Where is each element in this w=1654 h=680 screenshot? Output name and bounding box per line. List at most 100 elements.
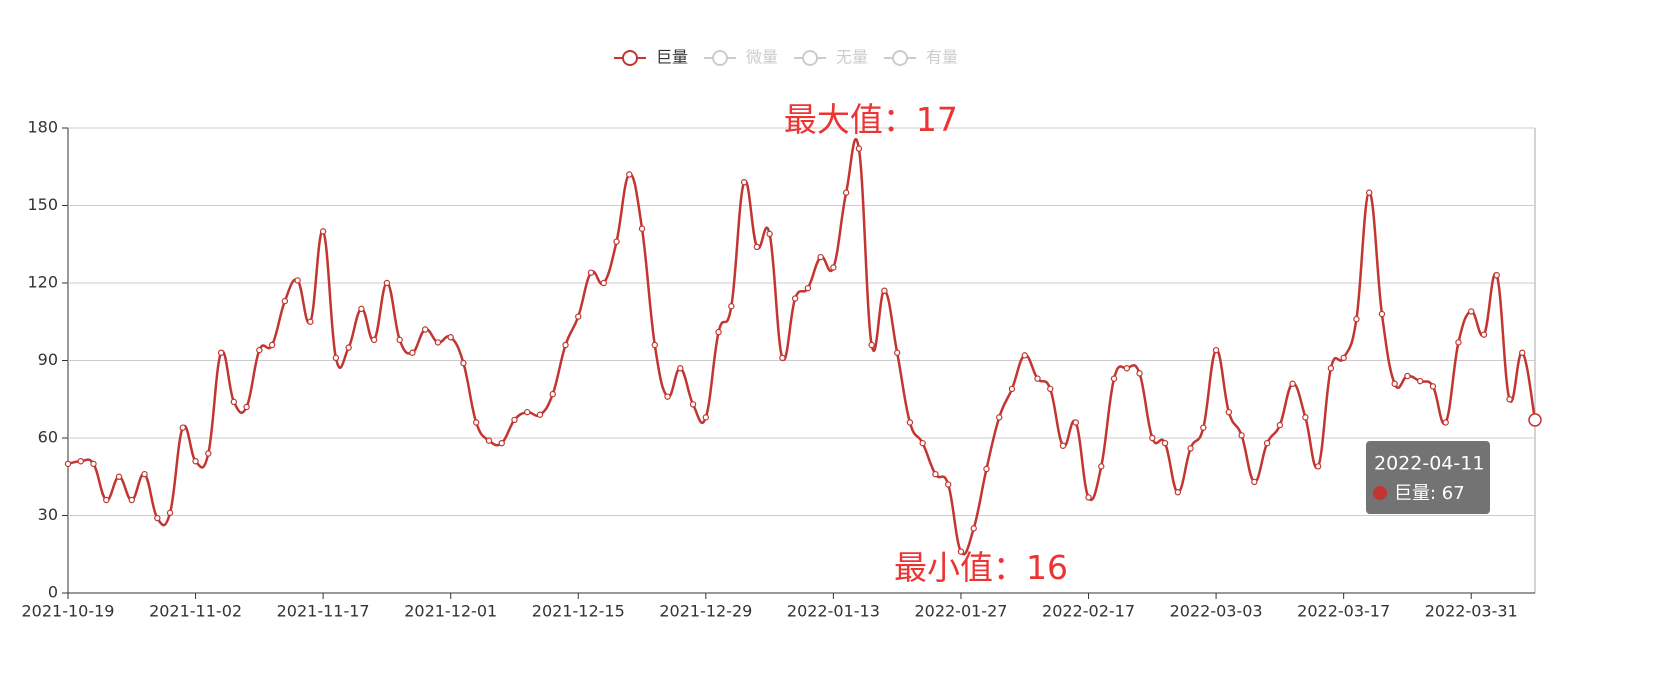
data-point <box>1404 372 1411 380</box>
data-point <box>740 179 748 186</box>
data-point <box>370 336 378 344</box>
x-tick-label: 2022-02-17 <box>1042 602 1135 621</box>
data-point <box>651 341 659 349</box>
legend-item[interactable]: 巨量 <box>614 48 688 67</box>
data-point <box>1021 352 1028 359</box>
data-point <box>677 365 684 372</box>
tooltip-series: 巨量 <box>1394 483 1430 504</box>
data-point <box>613 238 620 245</box>
data-point <box>779 354 786 362</box>
x-tick-label: 2022-01-13 <box>787 602 880 621</box>
data-point <box>1123 365 1130 372</box>
data-point <box>1008 385 1016 393</box>
data-point <box>575 313 582 320</box>
data-point <box>307 318 314 325</box>
legend-label: 微量 <box>746 48 778 67</box>
data-point <box>154 514 161 522</box>
data-point <box>1085 494 1092 501</box>
legend-item[interactable]: 有量 <box>884 48 958 67</box>
data-point <box>421 326 429 333</box>
data-point <box>817 253 824 261</box>
series-line <box>67 138 1537 556</box>
data-point <box>1136 370 1143 377</box>
data-point <box>536 411 544 418</box>
data-point <box>1161 439 1169 447</box>
data-point <box>1034 375 1041 382</box>
data-point <box>1340 354 1347 362</box>
legend-icon <box>622 50 638 66</box>
data-point <box>945 481 952 488</box>
tooltip-text: 巨量: 67 <box>1394 483 1465 504</box>
legend-item[interactable]: 无量 <box>794 48 868 67</box>
legend-icon <box>712 50 729 66</box>
data-point <box>983 465 990 473</box>
data-point <box>664 393 671 400</box>
data-point <box>868 341 875 349</box>
data-point <box>268 341 276 349</box>
data-point <box>1251 478 1258 486</box>
data-point <box>996 414 1003 421</box>
data-point <box>842 189 850 196</box>
data-point <box>932 470 939 478</box>
data-point <box>434 339 442 346</box>
data-point <box>893 349 901 356</box>
data-point <box>1149 434 1156 442</box>
data-point <box>1506 396 1513 403</box>
data-point <box>638 225 646 232</box>
y-tick-label: 180 <box>27 118 58 137</box>
data-point <box>753 243 761 251</box>
data-point <box>447 334 454 341</box>
x-tick-label: 2022-03-31 <box>1425 602 1518 621</box>
x-tick-label: 2021-12-01 <box>404 602 497 621</box>
data-point <box>881 287 888 294</box>
data-point <box>1047 385 1054 393</box>
data-point <box>1276 421 1284 429</box>
y-tick-label: 60 <box>38 428 58 447</box>
data-point <box>332 354 340 362</box>
data-point <box>141 470 148 478</box>
tooltip-value: 67 <box>1442 483 1465 504</box>
data-point <box>1200 424 1207 431</box>
x-tick-label: 2021-12-15 <box>532 602 625 621</box>
legend-label: 巨量 <box>656 48 688 67</box>
data-point <box>1263 439 1271 447</box>
y-tick-label: 150 <box>27 195 58 214</box>
legend-icon <box>892 50 909 66</box>
data-point <box>626 171 633 178</box>
data-point <box>179 424 187 431</box>
x-tick-label: 2021-11-02 <box>149 602 242 621</box>
data-point <box>460 359 467 367</box>
data-point <box>128 496 135 504</box>
x-tick-label: 2021-11-17 <box>277 602 370 621</box>
y-tick-label: 120 <box>27 273 58 292</box>
data-point <box>919 439 926 447</box>
data-point <box>587 269 595 276</box>
data-point <box>766 230 773 238</box>
data-point <box>830 264 837 271</box>
y-tick-label: 90 <box>38 350 58 369</box>
data-point <box>1528 413 1542 427</box>
data-point <box>1365 189 1373 196</box>
data-point <box>90 460 97 468</box>
data-point <box>230 398 238 406</box>
data-point <box>77 458 84 465</box>
data-point <box>906 419 914 426</box>
data-point <box>1059 442 1067 449</box>
legend-label: 有量 <box>926 48 958 67</box>
data-point <box>1378 310 1386 318</box>
legend-item[interactable]: 微量 <box>704 48 778 67</box>
data-point <box>281 297 289 305</box>
data-point <box>1468 308 1475 315</box>
data-point <box>1416 377 1424 385</box>
data-point <box>562 341 569 349</box>
data-point <box>473 419 480 426</box>
data-point <box>1391 380 1398 387</box>
data-point <box>1429 383 1437 390</box>
data-point <box>1480 331 1488 338</box>
data-point <box>217 349 225 356</box>
data-point <box>256 346 263 354</box>
annotation-max: 最大值：17 <box>784 100 958 139</box>
data-point <box>702 414 710 421</box>
data-point <box>1072 419 1079 426</box>
data-point <box>1455 339 1462 346</box>
